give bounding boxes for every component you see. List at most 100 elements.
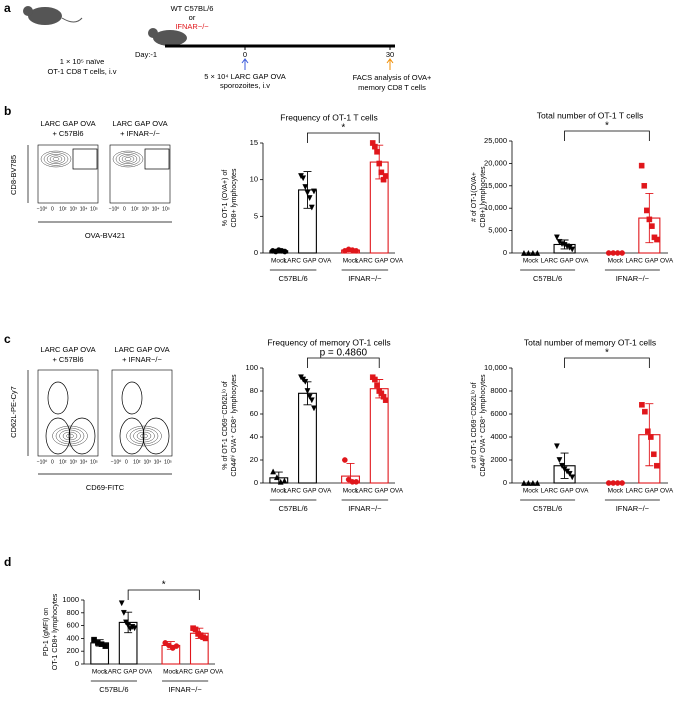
data-point [304,190,311,196]
flow-tick-label: 0 [123,206,126,212]
group-label: C57BL/6 [533,274,562,283]
text: sporozoites, i.v [220,81,270,90]
flow-plot [109,144,171,204]
text: OT-1 CD8 T cells, i.v [48,67,117,76]
data-point [311,188,317,195]
y-tick-label: 100 [245,363,258,372]
panel-label: a [4,1,11,15]
significance-bracket [307,357,380,368]
text: or [189,13,196,22]
data-point [642,408,648,415]
data-point [641,182,648,189]
flow-tick-label: 10² [59,206,67,212]
significance-label: * [341,123,345,134]
y-tick-label: 8000 [490,386,507,395]
gate [45,417,71,455]
y-tick-label: 10 [250,175,258,184]
y-tick-label: 600 [66,621,79,630]
y-axis-label: CD8+ lymphocytes [231,168,238,227]
significance-bracket [564,357,650,368]
data-point [353,247,359,254]
data-point [374,382,380,389]
x-tick-label: LARC GAP OVA [355,488,403,495]
y-axis-label: CD44ʰⁱ OVA⁺ CD8⁺ lymphocytes [479,374,487,477]
panel-label: b [4,104,11,118]
data-point [521,249,527,256]
x-tick-label: LARC GAP OVA [541,258,589,265]
error-bar [560,452,569,479]
data-point [651,451,657,458]
x-tick-label: Mock [271,488,287,495]
data-point [131,625,138,632]
data-point [125,622,132,629]
y-axis-label: CD44ʰⁱ OVA⁺ CD8⁺ lymphocytes [230,374,238,477]
flow-tick-label: 10² [59,459,67,465]
flow-x-label: CD69-FITC [86,483,125,492]
data-point [102,643,109,649]
data-point [273,474,280,481]
flow-tick-label: −10⁰ [109,206,120,212]
panel-label: c [4,332,11,346]
flow-label: + C57Bl6 [52,355,83,364]
y-tick-label: 0 [75,659,79,668]
y-tick-label: 200 [66,646,79,655]
contours [40,150,72,168]
significance-bracket [127,589,200,600]
significance-label: * [605,121,609,132]
data-point [638,162,645,169]
data-point [374,148,380,155]
flow-tick-label: 10² [131,206,139,212]
flow-tick-label: 10³ [144,459,152,465]
y-tick-label: 80 [250,386,258,395]
y-tick-label: 0 [503,248,507,257]
y-tick-label: 15 [250,138,258,147]
data-point [120,610,127,616]
text: memory CD8 T cells [358,83,426,92]
data-point [569,474,576,481]
panel-label: d [4,555,11,569]
y-axis-label: OT-1 CD8+ lymphocytes [52,593,59,670]
group-label: IFNAR−/− [168,685,202,694]
data-point [306,195,313,202]
y-tick-label: 800 [66,608,79,617]
y-tick-label: 5 [254,211,258,220]
text: 5 × 10⁴ LARC GAP OVA [204,72,286,81]
data-point [372,376,378,383]
chart-title: Total number of memory OT-1 cells [524,337,656,347]
data-point [382,173,389,179]
group-label: IFNAR−/− [348,274,382,283]
x-tick-label: Mock [343,488,359,495]
data-point [118,600,125,607]
contour [49,155,63,163]
flow-plot [111,369,173,457]
y-axis-label: CD8+) lymphocytes [480,166,487,228]
contours [112,150,144,168]
data-point [282,248,288,255]
flow-label: LARC GAP OVA [112,119,167,128]
significance-bracket [307,132,380,143]
y-tick-label: 2000 [490,455,507,464]
data-point [378,169,385,176]
x-tick-label: Mock [343,258,359,265]
flow-tick-label: −10⁰ [111,459,122,465]
y-tick-label: 0 [503,478,507,487]
gate [144,148,170,170]
y-tick-label: 10,000 [484,363,507,372]
mouse-icon [23,6,187,46]
flow-label: + IFNAR−/− [120,129,160,138]
data-point [525,479,532,486]
flow-label: LARC GAP OVA [40,119,95,128]
x-tick-label: LARC GAP OVA [355,258,403,265]
y-tick-label: 4000 [490,432,507,441]
flow-tick-label: 10³ [70,206,78,212]
contour [52,157,60,161]
text: 1 × 10⁵ naïve [60,57,105,66]
data-point [534,249,541,256]
group-label: C57BL/6 [279,274,308,283]
y-tick-label: 25,000 [484,136,507,145]
data-point [534,479,541,486]
data-point [643,207,650,214]
flow-y-label: CD8-BV785 [9,155,18,195]
contour [115,152,141,166]
data-point [342,457,348,463]
